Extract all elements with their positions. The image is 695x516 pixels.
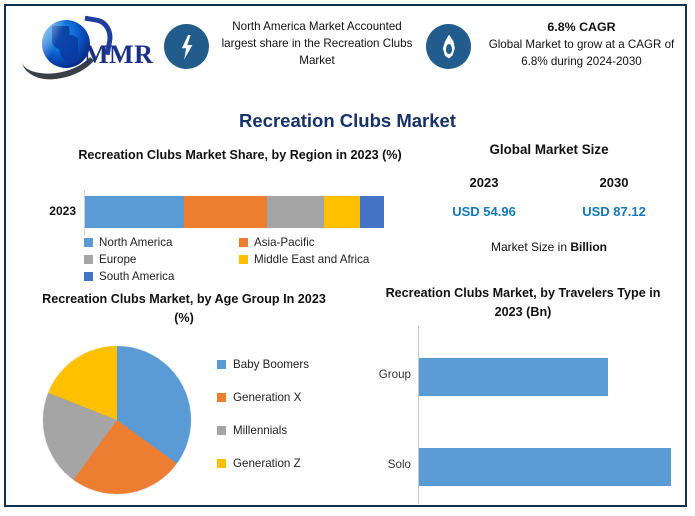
logo-wordmark: MMR: [84, 40, 154, 69]
cagr-heading: 6.8% CAGR: [547, 20, 616, 34]
lightning-bolt-icon: [164, 24, 209, 69]
region-stacked-bar: [85, 196, 384, 228]
legend-swatch: [217, 426, 226, 435]
legend-swatch: [217, 459, 226, 468]
legend-swatch: [217, 360, 226, 369]
infographic-frame: MMR North America Market Accounted large…: [4, 4, 687, 507]
mmr-logo: MMR: [20, 15, 155, 83]
header-block-north-america: North America Market Accounted largest s…: [164, 18, 414, 80]
region-legend-item: South America: [84, 268, 239, 285]
region-chart-plot: 2023: [49, 190, 390, 236]
legend-swatch: [239, 255, 248, 264]
legend-label: Middle East and Africa: [254, 253, 370, 266]
travelers-bar-row: Solo: [388, 448, 671, 486]
travelers-category-label: Group: [378, 368, 411, 381]
region-legend-item: Middle East and Africa: [239, 251, 394, 268]
globe-icon: [42, 20, 90, 68]
age-group-chart-title: Recreation Clubs Market, by Age Group In…: [42, 292, 326, 325]
cagr-description: Global Market to grow at a CAGR of 6.8% …: [488, 38, 675, 68]
travelers-bar: [419, 448, 671, 486]
travelers-chart-title: Recreation Clubs Market, by Travelers Ty…: [385, 286, 661, 319]
travelers-chart-axis: [418, 326, 419, 504]
travelers-chart-plot: Group Solo: [379, 326, 671, 504]
market-size-value-2030: USD 87.12: [582, 204, 646, 219]
age-group-legend: Baby Boomers Generation X Millennials Gener…: [217, 348, 345, 480]
legend-swatch: [84, 238, 93, 247]
age-group-legend-item: Generation Z: [217, 447, 345, 480]
travelers-type-chart: Recreation Clubs Market, by Travelers Ty…: [362, 284, 684, 516]
global-market-size-title: Global Market Size: [489, 142, 609, 157]
header-block-text: North America Market Accounted largest s…: [221, 20, 413, 67]
legend-label: South America: [99, 270, 175, 283]
legend-swatch: [217, 393, 226, 402]
region-segment-2: [267, 196, 325, 228]
age-group-chart: Recreation Clubs Market, by Age Group In…: [12, 290, 352, 516]
market-size-value-2023: USD 54.96: [452, 204, 516, 219]
market-size-footnote: Market Size in Billion: [418, 240, 680, 254]
region-segment-0: [85, 196, 184, 228]
age-group-legend-item: Millennials: [217, 414, 345, 447]
legend-label: Europe: [99, 253, 137, 266]
legend-label: Asia-Pacific: [254, 236, 315, 249]
flame-icon: [426, 24, 471, 69]
legend-label: Baby Boomers: [233, 358, 310, 371]
market-size-footnote-unit: Billion: [570, 240, 608, 254]
legend-swatch: [239, 238, 248, 247]
region-chart-legend: North America Asia-Pacific Europe Middle Ea…: [84, 234, 394, 285]
travelers-bar-row: Group: [379, 358, 608, 396]
page-title: Recreation Clubs Market: [239, 110, 456, 131]
region-chart-category-label: 2023: [49, 204, 76, 218]
age-group-legend-item: Generation X: [217, 381, 345, 414]
region-share-chart: Recreation Clubs Market Share, by Region…: [12, 146, 412, 286]
legend-label: Millennials: [233, 424, 288, 437]
market-size-year-2023: 2023: [469, 175, 499, 190]
region-legend-item: Europe: [84, 251, 239, 268]
region-legend-item: Asia-Pacific: [239, 234, 394, 251]
legend-swatch: [84, 272, 93, 281]
header-block-cagr-text-wrap: 6.8% CAGR Global Market to grow at a CAG…: [482, 18, 681, 70]
region-segment-3: [324, 196, 361, 228]
region-legend-item: North America: [84, 234, 239, 251]
region-chart-title: Recreation Clubs Market Share, by Region…: [78, 148, 402, 162]
legend-swatch: [84, 255, 93, 264]
region-segment-1: [183, 196, 268, 228]
travelers-category-label: Solo: [387, 458, 411, 471]
header-block-cagr: 6.8% CAGR Global Market to grow at a CAG…: [426, 18, 681, 80]
travelers-bar: [419, 358, 608, 396]
global-market-size-panel: Global Market Size 2023 2030 USD 54.96 U…: [418, 142, 680, 270]
market-size-footnote-prefix: Market Size in: [490, 240, 571, 254]
legend-label: Generation Z: [233, 457, 301, 470]
market-size-year-2030: 2030: [599, 175, 629, 190]
header: MMR North America Market Accounted large…: [12, 10, 681, 88]
age-group-legend-item: Baby Boomers: [217, 348, 345, 381]
region-segment-4: [360, 196, 384, 228]
age-group-pie: [43, 346, 191, 494]
region-chart-axis: [84, 190, 85, 236]
legend-label: North America: [99, 236, 173, 249]
legend-label: Generation X: [233, 391, 302, 404]
